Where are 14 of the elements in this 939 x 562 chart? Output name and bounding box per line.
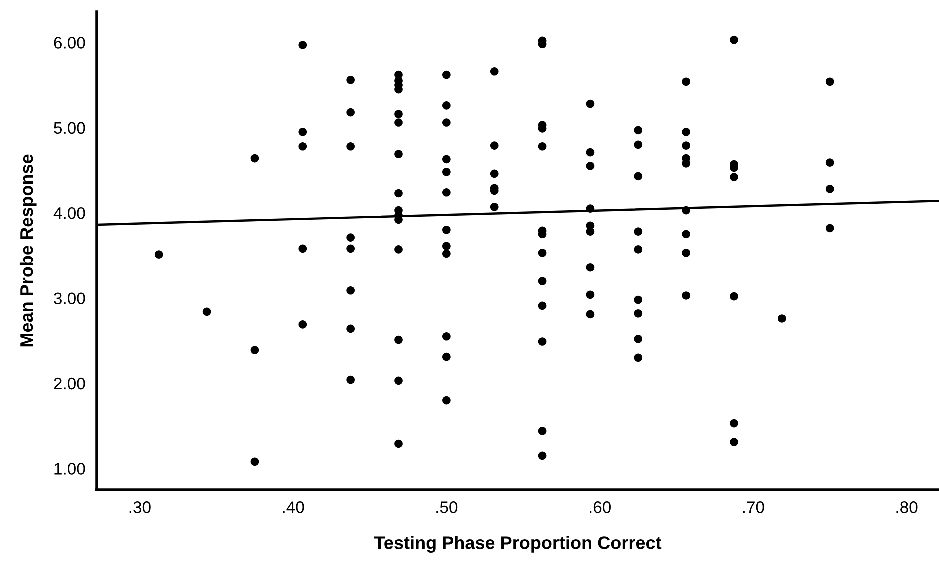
y-tick-label: 4.00 [54,207,86,220]
y-tick-label: 2.00 [54,378,86,390]
x-tick-label: .30 [130,502,151,514]
x-axis-title: Testing Phase Proportion Correct [374,536,662,553]
y-axis-title: Mean Probe Response [20,154,37,347]
x-tick-label: .40 [283,502,304,514]
y-tick-label: 5.00 [54,122,86,134]
x-tick-label: .70 [743,502,764,514]
y-tick-label: 3.00 [54,292,86,304]
y-tick-label: 1.00 [54,463,86,475]
x-tick-label: .80 [896,502,918,514]
x-tick-label: .60 [590,502,611,514]
x-tick-label: .50 [436,502,458,514]
y-tick-label: 6.00 [54,37,86,49]
